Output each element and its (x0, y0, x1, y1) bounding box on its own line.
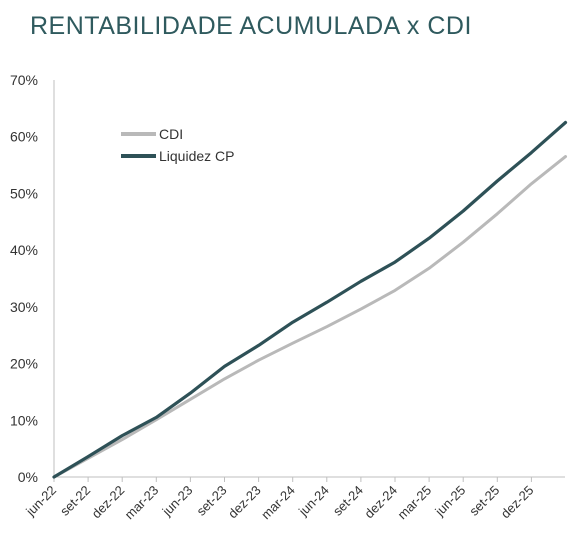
legend-label: Liquidez CP (159, 148, 235, 164)
x-tick-label: mar-23 (122, 483, 162, 523)
x-axis-ticks: jun-22set-22dez-22mar-23jun-23set-23dez-… (22, 477, 537, 523)
legend-label: CDI (159, 126, 183, 142)
x-tick-label: jun-25 (431, 483, 468, 520)
y-tick-label: 30% (10, 299, 38, 315)
x-tick-label: set-22 (57, 483, 93, 519)
x-tick-label: jun-24 (295, 483, 332, 520)
y-tick-label: 40% (10, 242, 38, 258)
x-tick-label: set-23 (193, 483, 229, 519)
x-tick-label: mar-25 (394, 483, 434, 523)
axes (53, 80, 565, 478)
chart-title: RENTABILIDADE ACUMULADA x CDI (30, 12, 472, 40)
x-tick-label: jun-23 (159, 483, 196, 520)
series-line-cdi (52, 155, 567, 479)
x-tick-label: jun-22 (22, 483, 59, 520)
y-tick-label: 70% (10, 72, 38, 88)
series-line-liquidez-cp (52, 120, 568, 479)
x-tick-label: dez-24 (361, 483, 400, 522)
legend: CDI Liquidez CP (121, 126, 235, 164)
y-tick-label: 10% (10, 412, 38, 428)
x-tick-label: set-24 (330, 483, 366, 519)
x-tick-label: dez-22 (89, 483, 128, 522)
x-tick-label: set-25 (466, 483, 502, 519)
y-tick-label: 20% (10, 356, 38, 372)
y-tick-label: 0% (18, 469, 38, 485)
x-tick-label: dez-23 (225, 483, 264, 522)
y-axis-ticks: 0% 10% 20% 30% 40% 50% 60% 70% (10, 72, 38, 485)
x-tick-label: mar-24 (258, 483, 298, 523)
y-tick-label: 50% (10, 185, 38, 201)
x-tick-label: dez-25 (498, 483, 537, 522)
y-tick-label: 60% (10, 129, 38, 145)
series-lines (52, 120, 568, 479)
